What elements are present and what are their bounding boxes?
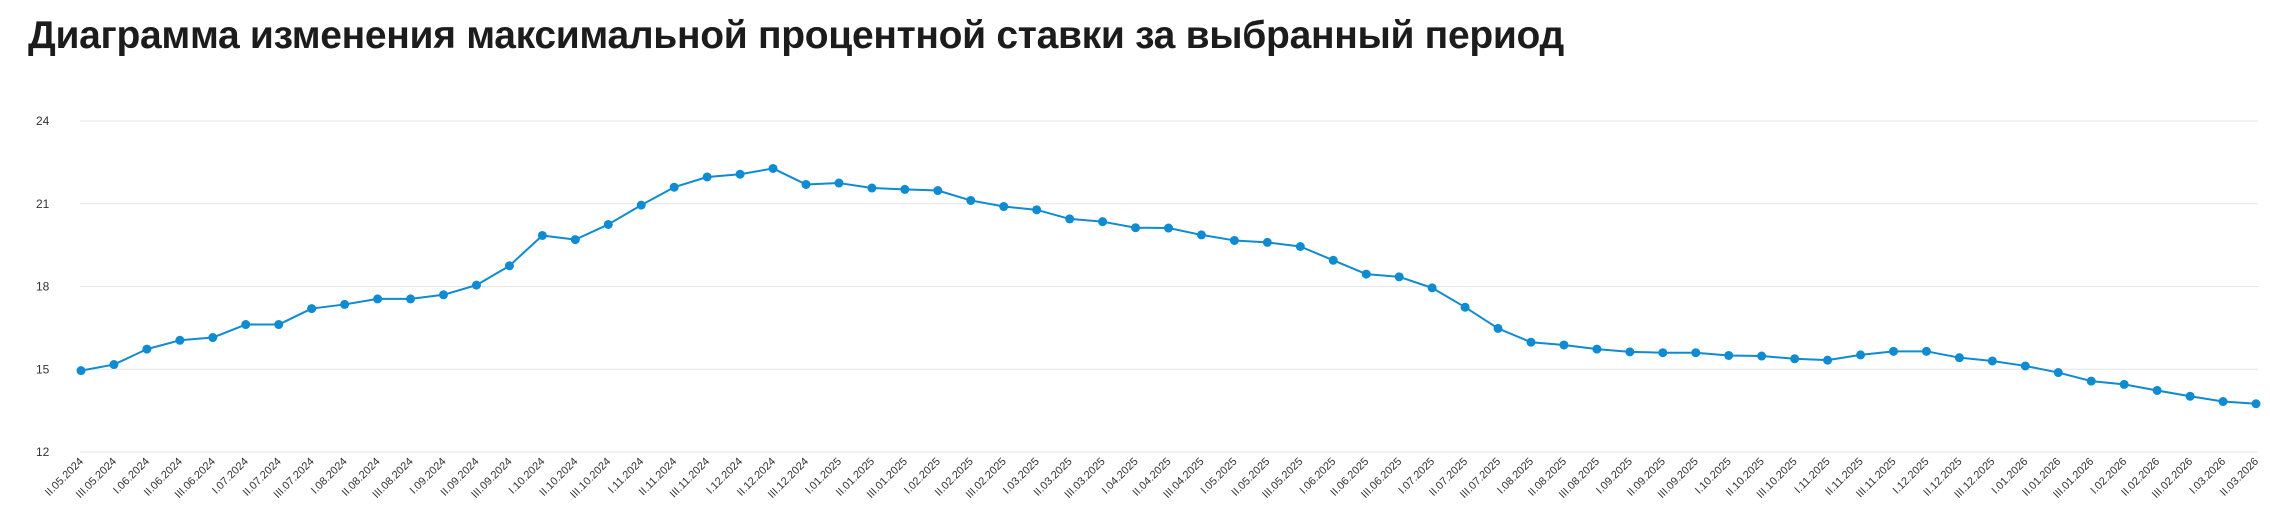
data-point[interactable] bbox=[900, 184, 910, 194]
y-tick-label: 18 bbox=[36, 280, 50, 294]
grid-lines bbox=[80, 120, 2258, 453]
data-point[interactable] bbox=[2119, 379, 2129, 389]
data-point[interactable] bbox=[768, 163, 778, 173]
series-rate bbox=[76, 163, 2261, 409]
data-point[interactable] bbox=[1394, 272, 1404, 282]
data-point[interactable] bbox=[570, 235, 580, 245]
data-point[interactable] bbox=[175, 335, 185, 345]
data-point[interactable] bbox=[1196, 230, 1206, 240]
data-point[interactable] bbox=[669, 182, 679, 192]
data-point[interactable] bbox=[1164, 223, 1173, 233]
data-point[interactable] bbox=[373, 294, 383, 304]
data-point[interactable] bbox=[1889, 346, 1898, 356]
y-tick-label: 15 bbox=[36, 362, 50, 376]
data-point[interactable] bbox=[1691, 348, 1701, 358]
data-point[interactable] bbox=[1328, 255, 1338, 265]
data-point[interactable] bbox=[1559, 340, 1569, 350]
data-point[interactable] bbox=[241, 320, 251, 330]
data-point[interactable] bbox=[1592, 344, 1602, 354]
data-point[interactable] bbox=[1987, 356, 1997, 366]
data-point[interactable] bbox=[406, 294, 416, 304]
data-point[interactable] bbox=[1856, 350, 1866, 360]
data-point[interactable] bbox=[1427, 283, 1437, 293]
data-point[interactable] bbox=[966, 195, 976, 205]
data-point[interactable] bbox=[142, 344, 152, 354]
data-point[interactable] bbox=[1790, 354, 1800, 364]
data-point[interactable] bbox=[1295, 242, 1305, 251]
data-point[interactable] bbox=[1526, 337, 1536, 347]
data-point[interactable] bbox=[537, 230, 547, 240]
data-point[interactable] bbox=[1262, 237, 1272, 247]
data-point[interactable] bbox=[2086, 376, 2096, 386]
data-point[interactable] bbox=[636, 200, 646, 210]
data-point[interactable] bbox=[1131, 223, 1141, 233]
data-point[interactable] bbox=[2185, 391, 2195, 401]
data-point[interactable] bbox=[504, 261, 514, 271]
data-point[interactable] bbox=[2053, 368, 2063, 378]
data-point[interactable] bbox=[1724, 350, 1734, 360]
data-point[interactable] bbox=[1921, 346, 1931, 356]
data-point[interactable] bbox=[2152, 385, 2162, 395]
data-point[interactable] bbox=[307, 304, 317, 314]
y-tick-label: 24 bbox=[36, 114, 50, 128]
data-point[interactable] bbox=[999, 202, 1009, 212]
x-axis: II.05.2024III.05.2024I.06.2024II.06.2024… bbox=[43, 456, 2261, 501]
data-point[interactable] bbox=[2218, 397, 2228, 407]
y-tick-label: 12 bbox=[36, 445, 50, 459]
data-point[interactable] bbox=[603, 219, 613, 229]
data-point[interactable] bbox=[933, 186, 943, 196]
data-point[interactable] bbox=[1493, 323, 1503, 333]
data-point[interactable] bbox=[1954, 353, 1964, 363]
data-point[interactable] bbox=[1658, 348, 1668, 358]
data-point[interactable] bbox=[109, 360, 119, 370]
data-point[interactable] bbox=[340, 299, 350, 309]
data-point[interactable] bbox=[2251, 399, 2261, 409]
data-point[interactable] bbox=[834, 178, 844, 188]
data-point[interactable] bbox=[867, 183, 877, 193]
y-tick-label: 21 bbox=[36, 197, 50, 211]
data-point[interactable] bbox=[2020, 361, 2030, 371]
data-point[interactable] bbox=[1361, 269, 1371, 279]
data-point[interactable] bbox=[1757, 351, 1767, 361]
data-point[interactable] bbox=[76, 366, 86, 376]
data-point[interactable] bbox=[1823, 355, 1833, 365]
data-point[interactable] bbox=[1229, 235, 1239, 245]
chart-title: Диаграмма изменения максимальной процент… bbox=[28, 14, 1564, 57]
data-point[interactable] bbox=[702, 172, 712, 182]
data-point[interactable] bbox=[274, 320, 284, 330]
data-point[interactable] bbox=[1625, 347, 1635, 357]
y-axis: 12 15 18 21 24 bbox=[36, 114, 50, 459]
data-point[interactable] bbox=[801, 179, 811, 189]
data-point[interactable] bbox=[1098, 217, 1108, 227]
data-point[interactable] bbox=[1460, 302, 1470, 312]
data-point[interactable] bbox=[208, 333, 218, 343]
data-point[interactable] bbox=[1032, 205, 1042, 215]
data-point[interactable] bbox=[735, 169, 745, 179]
data-point[interactable] bbox=[471, 280, 481, 290]
data-point[interactable] bbox=[439, 290, 448, 300]
data-point[interactable] bbox=[1065, 214, 1075, 224]
